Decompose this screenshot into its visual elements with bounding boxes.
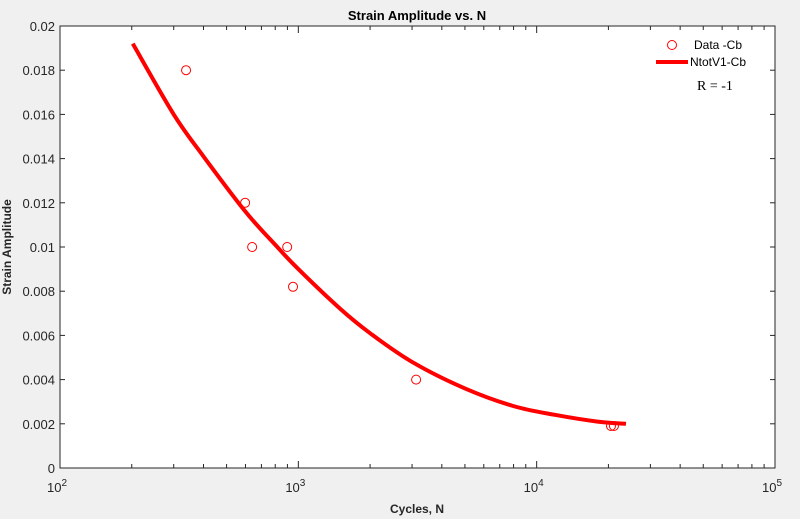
x-tick-label: 102 [47, 478, 67, 495]
legend-label-fit: NtotV1-Cb [690, 55, 746, 69]
y-tick-label: 0.018 [22, 63, 55, 78]
y-tick-label: 0.002 [22, 417, 55, 432]
x-tick-label: 103 [285, 478, 305, 495]
x-axis-label: Cycles, N [390, 502, 444, 516]
y-tick-label: 0.014 [22, 152, 55, 167]
legend: Data -Cb NtotV1-Cb [656, 38, 746, 69]
chart-title: Strain Amplitude vs. N [348, 8, 486, 23]
data-markers [181, 65, 619, 432]
plot-area [60, 26, 775, 468]
y-tick-label: 0.02 [30, 19, 55, 34]
legend-label-data: Data -Cb [694, 38, 742, 52]
axis-ticks [60, 25, 775, 469]
data-point-marker [282, 242, 293, 252]
y-tick-label: 0.012 [22, 196, 55, 211]
legend-marker-icon [667, 40, 677, 50]
data-point-marker [288, 281, 299, 292]
y-tick-label: 0.01 [30, 240, 55, 255]
y-tick-label: 0.004 [22, 373, 55, 388]
data-point-marker [181, 65, 192, 76]
data-point-marker [247, 242, 258, 252]
y-axis-label: Strain Amplitude [0, 199, 14, 295]
data-point-marker [608, 421, 619, 432]
x-tick-label: 105 [762, 478, 782, 495]
x-tick-labels: 102 103 104 105 [47, 478, 782, 495]
axes-box [59, 25, 776, 469]
data-point-marker [411, 374, 422, 385]
annotation-r-ratio: R = -1 [697, 79, 733, 94]
y-tick-label: 0 [48, 461, 55, 476]
y-tick-labels: 0 0.002 0.004 0.006 0.008 0.01 0.012 0.014 0.016… [22, 19, 55, 476]
y-tick-label: 0.006 [22, 328, 55, 343]
data-point-marker [240, 197, 251, 208]
y-tick-label: 0.016 [22, 107, 55, 122]
data-point-marker [605, 421, 616, 432]
y-tick-label: 0.008 [22, 284, 55, 299]
x-tick-label: 104 [524, 478, 544, 495]
fit-curve-line [131, 42, 627, 426]
